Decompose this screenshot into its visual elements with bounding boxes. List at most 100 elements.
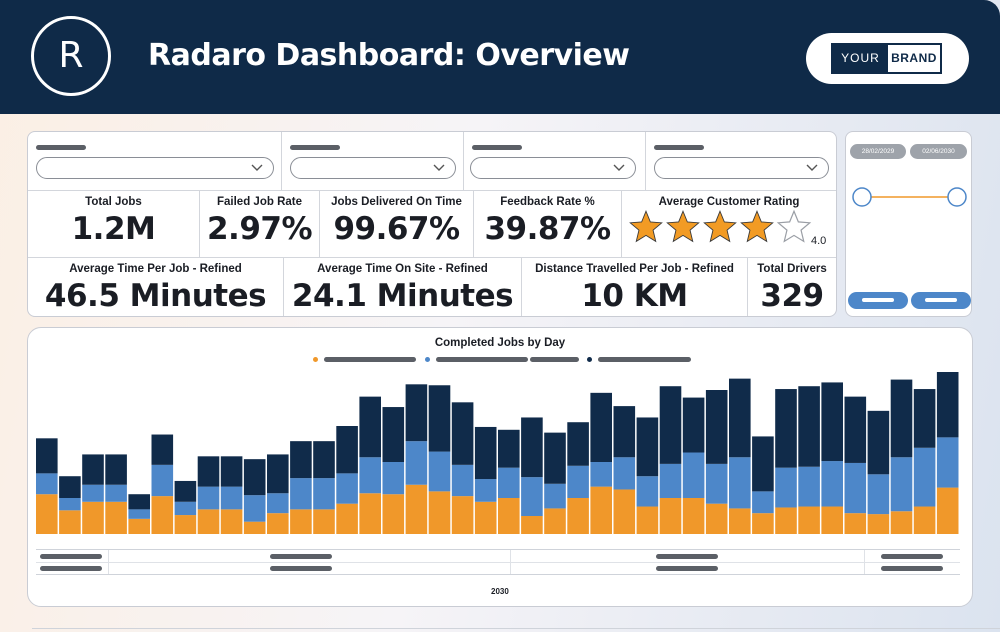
bar-segment[interactable] [867,410,890,475]
bar-segment[interactable] [936,437,959,488]
bar-segment[interactable] [405,484,428,534]
bar-segment[interactable] [451,496,474,534]
bar-segment[interactable] [267,493,289,514]
bar-segment[interactable] [798,386,820,467]
filter-dropdown-1[interactable] [36,157,274,179]
bar-segment[interactable] [243,459,266,496]
bar-segment[interactable] [821,506,843,534]
bar-segment[interactable] [752,436,774,492]
bar-segment[interactable] [474,479,497,502]
bar-segment[interactable] [590,462,612,487]
bar-segment[interactable] [844,462,867,514]
bar-segment[interactable] [451,402,474,465]
bar-segment[interactable] [36,438,58,474]
bar-segment[interactable] [451,464,474,497]
bar-segment[interactable] [59,498,81,511]
bar-segment[interactable] [567,465,589,498]
bar-segment[interactable] [267,454,289,494]
bar-segment[interactable] [313,509,335,534]
bar-segment[interactable] [659,463,682,498]
bar-segment[interactable] [243,521,266,534]
bar-segment[interactable] [729,457,751,509]
bar-segment[interactable] [59,476,81,498]
bar-segment[interactable] [405,384,428,442]
filter-dropdown-4[interactable] [654,157,829,179]
bar-segment[interactable] [82,484,104,502]
bar-segment[interactable] [428,491,451,534]
bar-segment[interactable] [867,474,890,515]
bar-segment[interactable] [590,392,612,462]
bar-segment[interactable] [890,511,913,534]
bar-segment[interactable] [613,457,636,490]
bar-segment[interactable] [521,516,543,534]
bar-segment[interactable] [752,491,774,514]
bar-segment[interactable] [821,382,843,462]
bar-segment[interactable] [290,478,312,510]
bar-segment[interactable] [382,407,405,462]
bar-segment[interactable] [913,389,936,448]
bar-segment[interactable] [405,441,428,485]
filter-dropdown-3[interactable] [470,157,636,179]
bar-segment[interactable] [151,496,174,534]
bar-segment[interactable] [544,508,566,534]
bar-segment[interactable] [197,486,220,510]
bar-segment[interactable] [197,456,220,487]
bar-segment[interactable] [428,385,451,452]
bar-segment[interactable] [105,484,127,502]
bar-segment[interactable] [336,473,358,504]
bar-segment[interactable] [682,397,705,453]
bar-segment[interactable] [220,486,243,510]
bar-segment[interactable] [590,486,612,534]
bar-segment[interactable] [729,378,751,458]
bar-segment[interactable] [544,432,566,484]
bar-segment[interactable] [290,441,312,479]
bar-segment[interactable] [174,501,197,516]
bar-segment[interactable] [913,447,936,507]
bar-segment[interactable] [636,506,659,534]
bar-segment[interactable] [682,452,705,498]
date-end-button[interactable] [911,292,971,309]
bar-segment[interactable] [313,478,335,510]
date-start-button[interactable] [848,292,908,309]
bar-segment[interactable] [267,513,289,534]
bar-segment[interactable] [729,508,751,534]
bar-segment[interactable] [798,506,820,534]
bar-segment[interactable] [844,396,867,463]
bar-segment[interactable] [151,464,174,497]
bar-segment[interactable] [821,461,843,507]
bar-segment[interactable] [59,510,81,534]
bar-segment[interactable] [359,396,381,458]
filter-dropdown-2[interactable] [290,157,456,179]
bar-segment[interactable] [705,463,728,504]
bar-segment[interactable] [775,467,797,508]
bar-segment[interactable] [890,379,913,458]
bar-segment[interactable] [567,422,589,466]
bar-segment[interactable] [498,498,520,534]
bar-segment[interactable] [174,515,197,534]
bar-segment[interactable] [313,441,335,479]
bar-segment[interactable] [128,518,150,534]
bar-segment[interactable] [151,434,174,465]
bar-segment[interactable] [775,507,797,534]
bar-segment[interactable] [243,495,266,522]
bar-segment[interactable] [174,480,197,502]
bar-segment[interactable] [936,372,959,438]
bar-segment[interactable] [128,509,150,519]
bar-segment[interactable] [913,506,936,534]
bar-segment[interactable] [705,503,728,534]
bar-segment[interactable] [521,417,543,478]
bar-segment[interactable] [544,483,566,509]
bar-segment[interactable] [867,514,890,534]
bar-segment[interactable] [498,467,520,498]
bar-segment[interactable] [105,454,127,485]
bar-segment[interactable] [220,456,243,487]
bar-segment[interactable] [474,426,497,480]
bar-segment[interactable] [197,509,220,534]
bar-segment[interactable] [636,476,659,507]
bar-segment[interactable] [290,509,312,534]
bar-segment[interactable] [890,457,913,512]
bar-segment[interactable] [613,489,636,534]
bar-segment[interactable] [336,426,358,474]
bar-segment[interactable] [36,494,58,534]
date-range-slider[interactable] [846,182,973,212]
